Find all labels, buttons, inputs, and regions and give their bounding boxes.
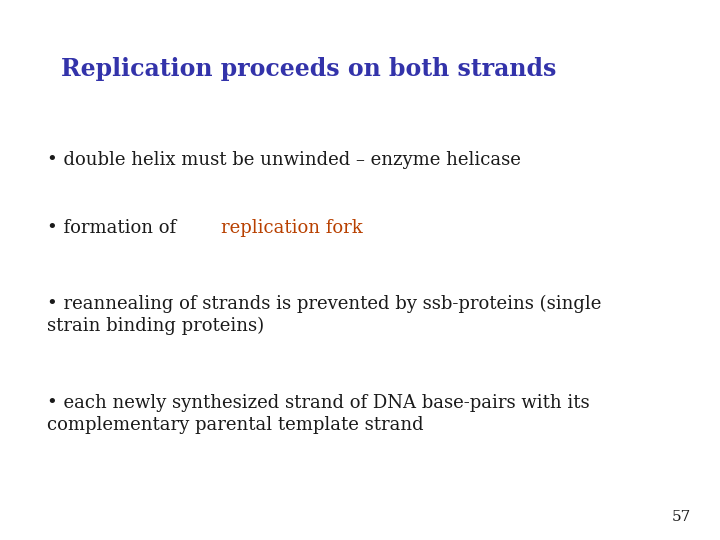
Text: • formation of: • formation of (47, 219, 181, 237)
Text: Replication proceeds on both strands: Replication proceeds on both strands (61, 57, 557, 80)
Text: • each newly synthesized strand of DNA base-pairs with its
complementary parenta: • each newly synthesized strand of DNA b… (47, 394, 590, 434)
Text: • reannealing of strands is prevented by ssb-proteins (single
strain binding pro: • reannealing of strands is prevented by… (47, 294, 601, 335)
Text: replication fork: replication fork (221, 219, 363, 237)
Text: 57: 57 (672, 510, 691, 524)
Text: • double helix must be unwinded – enzyme helicase: • double helix must be unwinded – enzyme… (47, 151, 521, 169)
